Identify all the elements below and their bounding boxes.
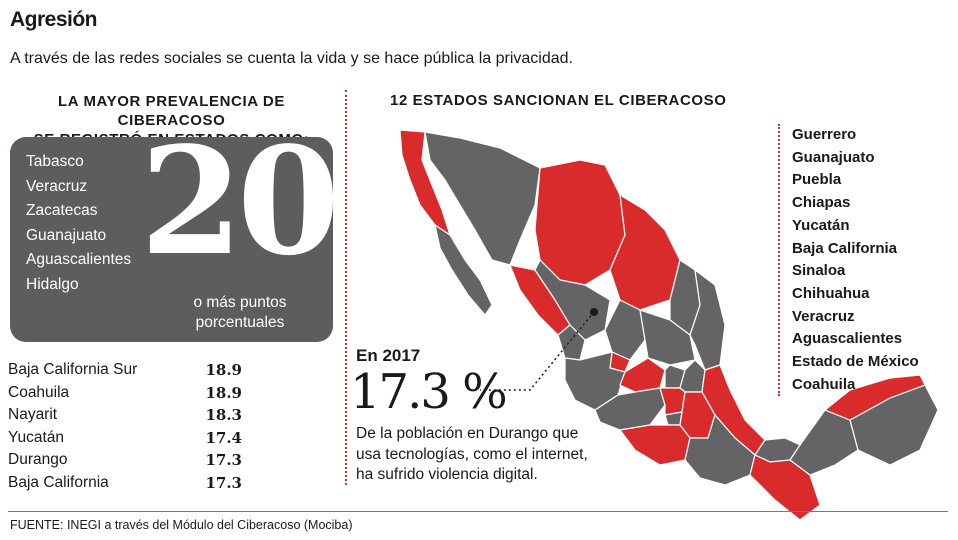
prevalence-state: Zacatecas — [26, 202, 98, 219]
highlight-line2: usa tecnologías, como el internet, — [356, 445, 588, 463]
mexico-map — [399, 129, 939, 521]
prevalence-heading-line1: LA MAYOR PREVALENCIA DE CIBERACOSO — [58, 93, 285, 129]
sanction-state-item: Yucatán — [792, 216, 850, 234]
prevalence-box — [10, 137, 333, 342]
sanction-state-item: Coahuila — [792, 375, 856, 393]
state-zacatecas — [604, 299, 646, 361]
big-number: 20 — [140, 114, 340, 288]
state-estado-de-mexico — [659, 387, 686, 416]
table-row: Nayarit 18.3 — [8, 404, 248, 427]
row-state-label: Coahuila — [8, 383, 70, 401]
state-baja-california-sur — [434, 223, 493, 316]
row-state-label: Baja California Sur — [8, 361, 138, 378]
sanction-state-item: Sinaloa — [792, 262, 846, 280]
state-durango — [534, 258, 611, 341]
source-note: FUENTE: INEGI a través del Módulo del Ci… — [10, 518, 353, 532]
sanction-state-item: Aguascalientes — [792, 330, 903, 348]
points-caption-line1: o más puntos — [193, 294, 287, 311]
state-morelos — [664, 411, 683, 426]
state-hidalgo — [679, 359, 706, 393]
row-value-label: 18.9 — [205, 383, 242, 402]
page-title: Agresión — [10, 8, 98, 31]
table-row: Coahuila 18.9 — [8, 382, 248, 405]
leader-line — [480, 311, 595, 391]
sanction-state-item: Chihuahua — [792, 284, 870, 302]
prevalence-state: Guanajuato — [26, 226, 107, 244]
row-value-label: 18.3 — [205, 406, 242, 425]
table-row: Baja California 17.3 — [8, 472, 248, 495]
state-nayarit — [557, 324, 586, 361]
row-state-label: Yucatán — [8, 428, 65, 446]
state-coahuila — [609, 193, 681, 311]
points-caption: o más puntos porcentuales — [160, 293, 320, 333]
sanctions-list: Guerrero Guanajuato Puebla Chiapas Yucatán Ba… — [778, 124, 919, 397]
sanction-state-item: Baja California — [792, 239, 898, 257]
table-row: Baja California Sur 18.9 — [8, 359, 248, 382]
state-san-luis-potosi — [639, 309, 696, 366]
sanction-state-item: Chiapas — [792, 194, 851, 212]
row-state-label: Nayarit — [8, 406, 58, 424]
state-guerrero — [618, 424, 691, 466]
row-state-label: Baja California — [8, 473, 109, 491]
row-value-label: 17.3 — [205, 473, 242, 492]
prevalence-state: Tabasco — [26, 153, 84, 170]
prevalence-state-list: Tabasco Veracruz Zacatecas Guanajuato Ag… — [26, 150, 131, 297]
sanction-state-item: Puebla — [792, 171, 842, 189]
section-divider — [345, 90, 347, 485]
highlight-line1: De la población en Durango que — [356, 425, 579, 442]
highlight-description: De la población en Durango que usa tecno… — [356, 424, 596, 486]
highlight-percent: 17.3 % — [350, 364, 508, 420]
row-state-label: Durango — [8, 451, 68, 469]
sanction-state-item: Guanajuato — [792, 148, 875, 166]
prevalence-state: Veracruz — [26, 177, 88, 195]
row-value-label: 18.9 — [205, 361, 242, 379]
row-value-label: 17.3 — [205, 451, 242, 470]
table-row: Yucatán 17.4 — [8, 427, 248, 450]
sanctions-heading: 12 ESTADOS SANCIONAN EL CIBERACOSO — [390, 92, 727, 109]
page-subtitle: A través de las redes sociales se cuenta… — [10, 50, 573, 67]
sanction-state-item: Veracruz — [792, 307, 855, 325]
prevalence-table: Baja California Sur 18.9 Coahuila 18.9 Nayar… — [8, 359, 248, 495]
state-oaxaca — [684, 413, 756, 486]
sanction-state-item: Estado de México — [792, 353, 919, 371]
points-caption-line2: porcentuales — [195, 314, 285, 331]
prevalence-state: Hidalgo — [26, 275, 79, 293]
highlight-year: En 2017 — [356, 346, 421, 365]
highlight-line3: ha sufrido violencia digital. — [356, 466, 538, 483]
sanction-state-item: Guerrero — [792, 126, 857, 143]
footer-rule — [8, 511, 948, 512]
state-quintana-roo — [849, 384, 939, 466]
table-row: Durango 17.3 — [8, 449, 248, 472]
row-value-label: 17.4 — [205, 428, 242, 447]
prevalence-state: Aguascalientes — [26, 251, 132, 268]
state-yucatan — [823, 374, 926, 421]
